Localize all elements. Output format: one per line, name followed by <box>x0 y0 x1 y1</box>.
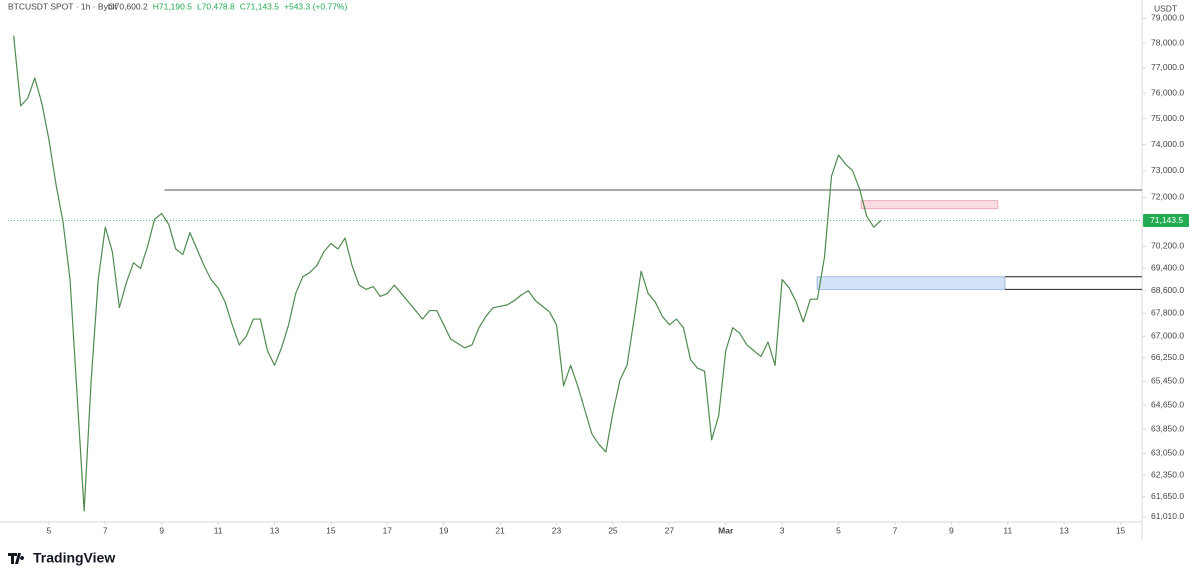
header: BTCUSDT SPOT · 1h · Bybit <box>8 1 117 11</box>
symbol-title: BTCUSDT SPOT · 1h · Bybit <box>8 1 117 11</box>
x-tick-label: 19 <box>439 525 449 535</box>
y-tick-label: 61,650.0 <box>1151 491 1184 501</box>
y-tick-label: 61,010.0 <box>1151 511 1184 521</box>
x-tick-label: 11 <box>214 525 223 535</box>
y-tick-label: 65,450.0 <box>1151 376 1184 386</box>
ohlc-stat: +543.3 (+0.77%) <box>284 1 347 11</box>
y-tick-label: 72,000.0 <box>1151 192 1184 202</box>
brand-name: TradingView <box>33 550 115 566</box>
y-tick-label: 66,250.0 <box>1151 352 1184 362</box>
y-tick-label: 64,650.0 <box>1151 399 1184 409</box>
x-tick-label: 3 <box>780 525 785 535</box>
x-tick-label: 17 <box>383 525 393 535</box>
y-tick-label: 75,000.0 <box>1151 113 1184 123</box>
y-tick-label: 67,000.0 <box>1151 331 1184 341</box>
x-tick-label: 5 <box>836 525 841 535</box>
y-tick-label: 73,000.0 <box>1151 165 1184 175</box>
x-tick-label: Mar <box>718 525 734 535</box>
ohlc-stat: H71,190.5 <box>153 1 192 11</box>
last-price-label: 71,143.5 <box>1150 215 1183 225</box>
brand-logo: TradingView <box>8 550 115 566</box>
y-tick-label: 76,000.0 <box>1151 87 1184 97</box>
x-tick-label: 23 <box>552 525 562 535</box>
zone <box>860 200 999 210</box>
ohlc-stat: C71,143.5 <box>240 1 279 11</box>
x-tick-label: 7 <box>103 525 108 535</box>
y-tick-label: 70,200.0 <box>1151 241 1184 251</box>
x-tick-label: 9 <box>159 525 164 535</box>
x-tick-label: 7 <box>893 525 898 535</box>
x-tick-label: 13 <box>270 525 280 535</box>
last-price-box <box>1143 214 1189 228</box>
y-tick-label: 74,000.0 <box>1151 139 1184 149</box>
y-tick-label: 77,000.0 <box>1151 62 1184 72</box>
price-line <box>13 35 882 512</box>
y-tick-label: 68,600.0 <box>1151 285 1184 295</box>
x-tick-label: 15 <box>326 525 336 535</box>
y-tick-label: 63,050.0 <box>1151 448 1184 458</box>
logo-icon <box>8 553 25 564</box>
ohlc-stat: L70,478.8 <box>197 1 235 11</box>
ohlc-stat: O70,600.2 <box>108 1 148 11</box>
x-tick-label: 27 <box>665 525 675 535</box>
zone <box>816 276 1006 290</box>
x-tick-label: 9 <box>949 525 954 535</box>
x-tick-label: 11 <box>1003 525 1012 535</box>
y-tick-label: 62,350.0 <box>1151 469 1184 479</box>
currency-label: USDT <box>1154 3 1177 13</box>
x-tick-label: 25 <box>608 525 618 535</box>
y-tick-label: 67,800.0 <box>1151 308 1184 318</box>
x-tick-label: 21 <box>495 525 505 535</box>
x-tick-label: 5 <box>47 525 52 535</box>
x-tick-label: 15 <box>1116 525 1126 535</box>
y-tick-label: 63,850.0 <box>1151 423 1184 433</box>
x-tick-label: 13 <box>1059 525 1069 535</box>
y-tick-label: 69,400.0 <box>1151 263 1184 273</box>
y-tick-label: 78,000.0 <box>1151 37 1184 47</box>
y-tick-label: 79,000.0 <box>1151 13 1184 23</box>
